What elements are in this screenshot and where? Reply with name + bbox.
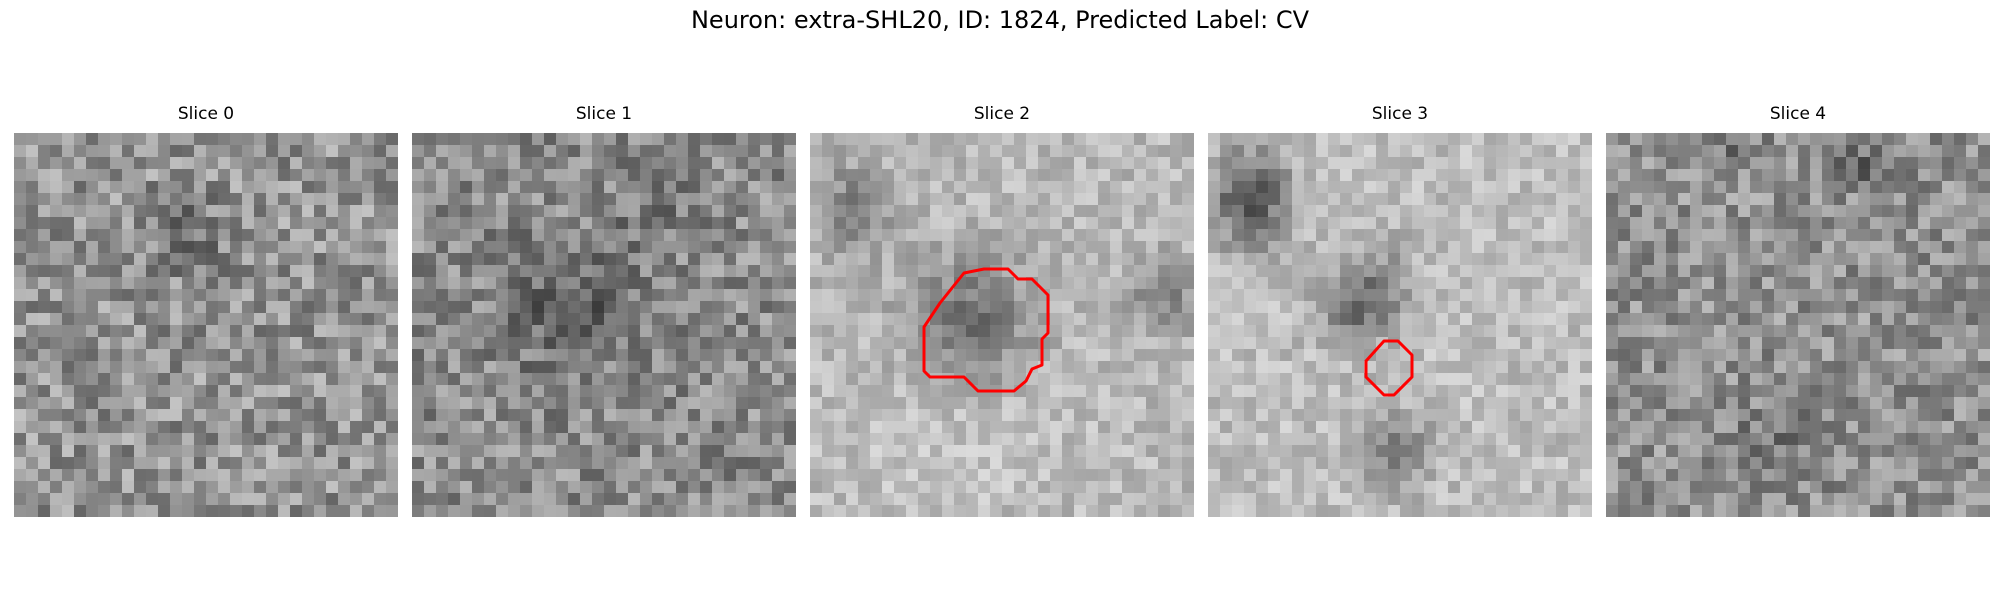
- figure-title: Neuron: extra-SHL20, ID: 1824, Predicted…: [690, 6, 1310, 34]
- slice-image: [1606, 133, 1990, 517]
- slice-image: [412, 133, 796, 517]
- slice-title: Slice 4: [1769, 104, 1827, 124]
- roi-contour: [1364, 339, 1414, 397]
- roi-contour: [922, 267, 1050, 393]
- slice-image: [1208, 133, 1592, 517]
- slice-title: Slice 3: [1371, 104, 1429, 124]
- slice-title: Slice 2: [973, 104, 1031, 124]
- slice-image: [810, 133, 1194, 517]
- slice-title: Slice 1: [575, 104, 633, 124]
- slice-image: [14, 133, 398, 517]
- slice-title: Slice 0: [177, 104, 235, 124]
